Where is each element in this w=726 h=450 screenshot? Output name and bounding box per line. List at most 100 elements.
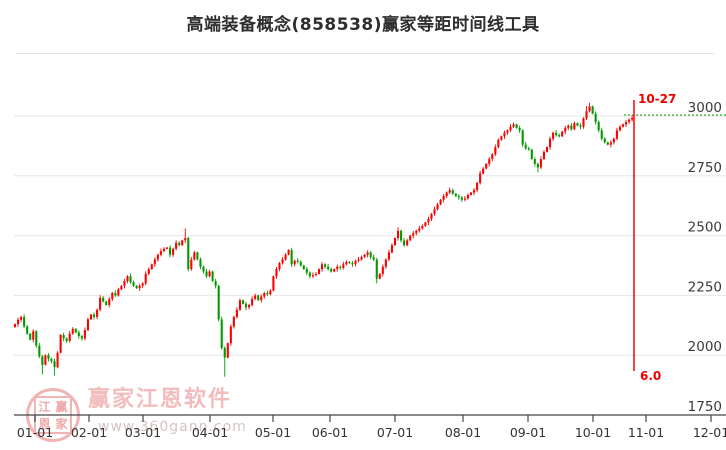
candle-body [311,275,314,277]
candle-body [521,130,524,145]
candle-body [132,282,135,286]
candle-body [56,352,59,368]
candle-body [439,199,442,205]
candle-body [89,314,93,320]
candle-body [406,240,409,246]
candle-body [144,273,147,284]
candle-body [530,149,533,160]
candle-body [117,289,120,296]
candle-body [497,139,500,148]
candle-body [387,252,390,260]
candle-body [229,326,232,344]
candle-body [199,259,202,267]
candle-body [342,264,345,268]
candle-body [147,269,150,274]
candle-body [476,182,479,191]
candle-body [603,138,606,143]
y-tick-label: 2500 [688,220,722,236]
x-tick-label: 04-01 [192,425,228,440]
seal-char: 江 [38,399,51,414]
candle-body [561,131,564,137]
candle-body [609,142,612,145]
candle-body [65,338,68,341]
candle-body [74,328,77,333]
candle-body [238,300,242,310]
candle-body [330,269,333,272]
candle-body [576,123,579,126]
candle-body [390,245,394,253]
seal-char: 恩 [38,416,51,431]
candle-body [372,257,375,260]
candle-body [138,285,141,289]
x-tick-label: 09-01 [510,425,546,440]
candle-body [415,230,418,234]
candle-body [190,259,193,270]
candle-body [409,235,412,241]
candle-body [618,126,622,131]
candle-body [308,272,311,277]
candle-body [457,196,460,198]
candle-body [430,214,433,219]
candle-body [628,119,631,122]
y-tick-label: 2750 [688,160,722,176]
candle-body [196,252,199,260]
candle-body [421,226,424,229]
marker-value-label: 6.0 [640,369,662,383]
gridlines-layer [14,115,726,356]
candle-body [324,264,327,267]
x-tick-label: 10-01 [575,425,611,440]
candle-body [153,259,156,265]
x-tick-label: 07-01 [377,425,413,440]
candle-body [345,261,348,265]
candle-body [378,273,381,279]
candle-body [582,118,585,127]
candle-body [524,144,527,149]
candle-body [266,293,269,295]
candle-body [96,309,99,317]
candle-body [248,304,251,308]
candle-body [217,285,220,320]
candle-body [284,254,287,260]
candle-body [269,290,272,295]
candle-body [542,151,546,160]
candle-body [591,106,594,114]
candle-body [23,316,26,327]
candle-body [360,257,363,260]
candle-body [588,106,591,112]
marker-date-label: 10-27 [638,92,677,106]
candle-body [460,197,463,200]
candle-body [479,173,482,183]
candle-body [545,147,549,152]
candle-body [123,281,126,286]
candle-body [612,138,615,143]
candle-body [579,125,582,127]
candle-body [381,266,384,274]
candle-body [597,121,600,131]
candle-body [512,124,515,127]
candle-body [35,331,38,346]
candle-body [293,260,296,265]
candle-body [50,358,53,362]
candle-body [539,159,542,168]
x-axis: 01-01 02-01 03-01 04-01 05-01 06-01 07-01 08-01… [14,414,726,440]
candle-body [485,163,488,169]
candle-body [451,190,454,194]
candle-body [558,135,561,137]
candle-body [278,263,281,270]
candle-body [336,266,339,270]
candle-body [235,309,238,317]
candle-body [263,293,266,297]
candle-body [445,192,448,197]
x-tick-label: 12-01 [693,425,726,440]
candle-body [327,266,330,270]
x-tick-label: 02-01 [71,425,107,440]
candle-body [615,130,618,139]
candle-body [482,168,485,174]
candle-body [38,345,41,357]
candle-body [275,269,278,277]
candle-body [621,124,625,127]
candle-body [354,260,357,265]
candle-body [59,334,62,353]
candle-body [527,148,530,150]
